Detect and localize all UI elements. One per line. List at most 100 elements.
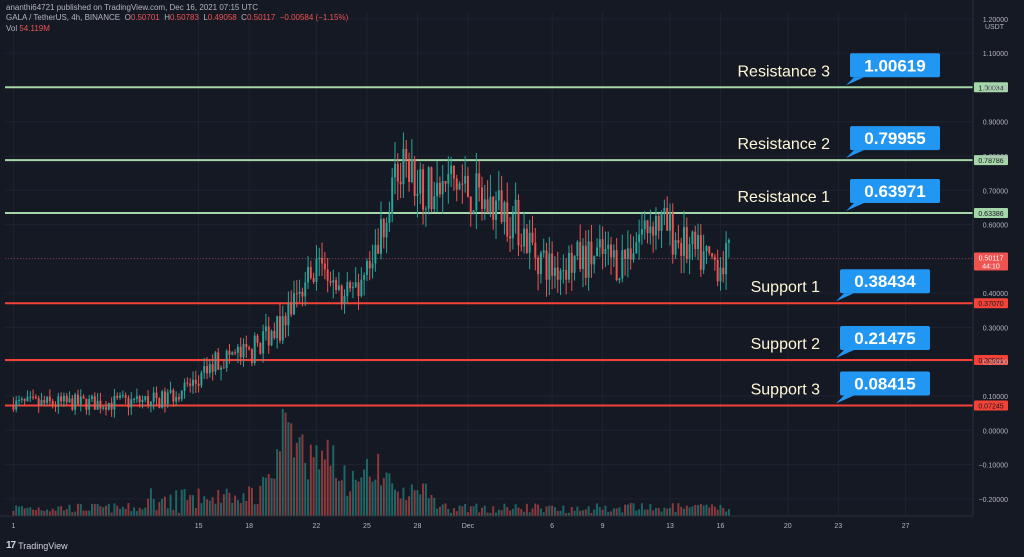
volume-bar <box>652 510 655 516</box>
symbol-label[interactable]: GALA / TetherUS, 4h, BINANCE <box>6 13 121 22</box>
candle-body <box>357 282 360 297</box>
volume-bar <box>48 511 51 516</box>
volume-bar <box>88 510 91 516</box>
volume-bar <box>321 450 324 516</box>
candle-body <box>15 400 18 410</box>
candle-body <box>51 401 54 406</box>
volume-bar <box>559 510 562 516</box>
volume-bar <box>304 462 307 516</box>
level-price-tag-text: 0.20501 <box>978 358 1003 365</box>
brand-name: TradingView <box>18 540 68 551</box>
candle-body <box>147 396 150 407</box>
candle-body <box>671 212 674 255</box>
level-price-tag-text: 0.78786 <box>978 158 1003 165</box>
candle-body <box>520 245 523 247</box>
price-axis[interactable]: 1.00034 0.78786 0.63386 0.37070 0.20501 0.072… <box>972 0 1008 516</box>
level-price-tag-bg <box>974 354 1008 365</box>
volume-bar <box>607 512 610 516</box>
candle-body <box>236 346 239 353</box>
candle-body <box>528 232 531 253</box>
candle-body <box>141 399 144 403</box>
volume-bar <box>424 483 427 516</box>
candle-body <box>197 383 200 386</box>
volume-bar <box>683 508 685 516</box>
volume-bar <box>203 496 206 516</box>
candle-body <box>582 245 584 269</box>
candle-body <box>683 226 685 256</box>
candle-body <box>481 187 483 209</box>
level-name: Resistance 3 <box>738 63 831 80</box>
candle-body <box>523 228 526 247</box>
volume-bar <box>579 510 582 516</box>
volume-bar <box>90 504 93 516</box>
level-callout-value: 0.79955 <box>864 129 925 148</box>
volume-bar <box>427 498 430 516</box>
candle-body <box>604 249 607 254</box>
time-tick-label: Dec <box>462 523 475 530</box>
candle-body <box>365 261 368 276</box>
volume-bar <box>290 423 293 516</box>
volume-bar <box>430 494 433 516</box>
candle-body <box>697 235 700 250</box>
level-callout-value: 0.21475 <box>854 329 915 348</box>
volume-bar <box>500 510 503 516</box>
candle-body <box>239 346 242 358</box>
candle-body <box>161 391 164 408</box>
volume-bar <box>441 504 444 516</box>
candle-body <box>46 396 49 403</box>
candle-body <box>537 257 540 275</box>
level-price-tag-text: 0.37070 <box>978 301 1003 308</box>
volume-bar <box>250 487 253 516</box>
candle-body <box>556 267 559 280</box>
candle-body <box>385 222 388 238</box>
candle-body <box>116 395 119 398</box>
volume-bar <box>365 458 368 516</box>
volume-bar <box>503 503 506 516</box>
volume-bar <box>691 506 694 516</box>
grid <box>5 12 973 516</box>
volume-bar <box>113 503 116 516</box>
volume-bar <box>273 478 276 516</box>
candle-body <box>492 196 495 220</box>
candle-body <box>110 402 113 410</box>
candle-body <box>638 234 641 243</box>
volume-bar <box>20 505 23 516</box>
volume-bar <box>231 502 234 516</box>
volume-bar <box>705 504 708 516</box>
volume-bar <box>545 506 548 516</box>
volume-bar <box>688 507 691 516</box>
volume-bar <box>570 507 573 516</box>
volume-bar <box>354 479 357 516</box>
volume-bar <box>37 507 40 516</box>
level-callout-value: 0.08415 <box>854 374 915 393</box>
volume-bar <box>121 506 124 516</box>
candle-body <box>326 269 329 281</box>
candle-body <box>408 160 411 182</box>
candle-body <box>495 200 497 220</box>
volume-bar <box>262 476 265 516</box>
volume-bar <box>15 505 18 516</box>
level-price-tag: 0.37070 <box>974 298 1008 309</box>
candle-body <box>691 231 694 245</box>
tradingview-logo-icon: 17 <box>6 540 16 551</box>
candle-body <box>652 226 655 236</box>
candle-body <box>183 382 186 391</box>
volume-bar <box>54 510 57 516</box>
candle-body <box>32 396 35 398</box>
candle-body <box>133 398 136 400</box>
volume-bar <box>663 507 666 516</box>
volume-bar <box>23 508 26 516</box>
candle-body <box>514 199 517 214</box>
tradingview-brand[interactable]: 17 TradingView <box>6 540 68 551</box>
candle-body <box>43 399 46 403</box>
volume-bar <box>340 480 343 516</box>
volume-bar <box>626 504 629 516</box>
level-price-tag-bg <box>974 207 1008 218</box>
candle-body <box>587 241 590 278</box>
volume-bar <box>96 503 99 516</box>
time-axis[interactable]: 1 15 18 22 25 28 Dec 6 9 13 16 20 23 27 <box>0 515 973 530</box>
volume-bar <box>624 504 627 516</box>
candle-body <box>551 253 554 276</box>
volume-bar <box>666 508 669 516</box>
